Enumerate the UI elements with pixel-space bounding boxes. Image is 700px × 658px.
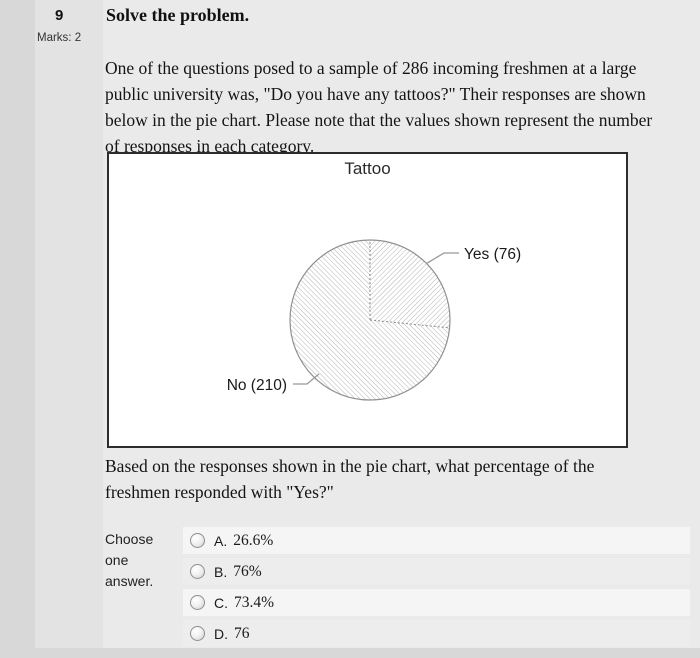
- answer-option-b[interactable]: B. 76%: [183, 558, 690, 585]
- yes-leader-line: [426, 252, 459, 264]
- option-b-letter: B.: [214, 563, 228, 580]
- option-a-text: 26.6%: [233, 531, 274, 549]
- option-c-letter: C.: [214, 594, 228, 611]
- pie-divider-right: [369, 319, 450, 329]
- chart-title: Tattoo: [344, 159, 391, 178]
- option-a-radio[interactable]: [190, 533, 205, 548]
- option-c-radio[interactable]: [190, 595, 205, 610]
- option-c-text: 73.4%: [234, 593, 275, 611]
- option-b-text: 76%: [233, 562, 262, 580]
- pie-chart-svg: Yes (76) No (210): [227, 239, 521, 401]
- option-d-radio[interactable]: [190, 626, 205, 641]
- question-text: One of the questions posed to a sample o…: [105, 58, 653, 156]
- pie-slice-yes: [370, 240, 451, 328]
- question-number: 9: [55, 7, 64, 24]
- answer-option-a[interactable]: A. 26.6%: [183, 527, 690, 554]
- choose-answer-label: Choose one answer.: [105, 531, 154, 589]
- option-a-letter: A.: [214, 532, 228, 549]
- no-label: No (210): [227, 377, 287, 394]
- option-d-text: 76: [234, 624, 250, 642]
- answer-option-d[interactable]: D. 76: [183, 620, 690, 647]
- question-text-2: Based on the responses shown in the pie …: [105, 456, 595, 502]
- pie-outline: [289, 239, 451, 401]
- answer-option-c[interactable]: C. 73.4%: [183, 589, 690, 616]
- marks-label: Marks: 2: [37, 32, 82, 44]
- no-leader-line: [293, 373, 320, 385]
- yes-label: Yes (76): [464, 246, 521, 263]
- chart-box: Tattoo Yes (76): [107, 152, 628, 448]
- option-d-letter: D.: [214, 625, 228, 642]
- question-prompt: Solve the problem.: [106, 5, 250, 25]
- option-b-radio[interactable]: [190, 564, 205, 579]
